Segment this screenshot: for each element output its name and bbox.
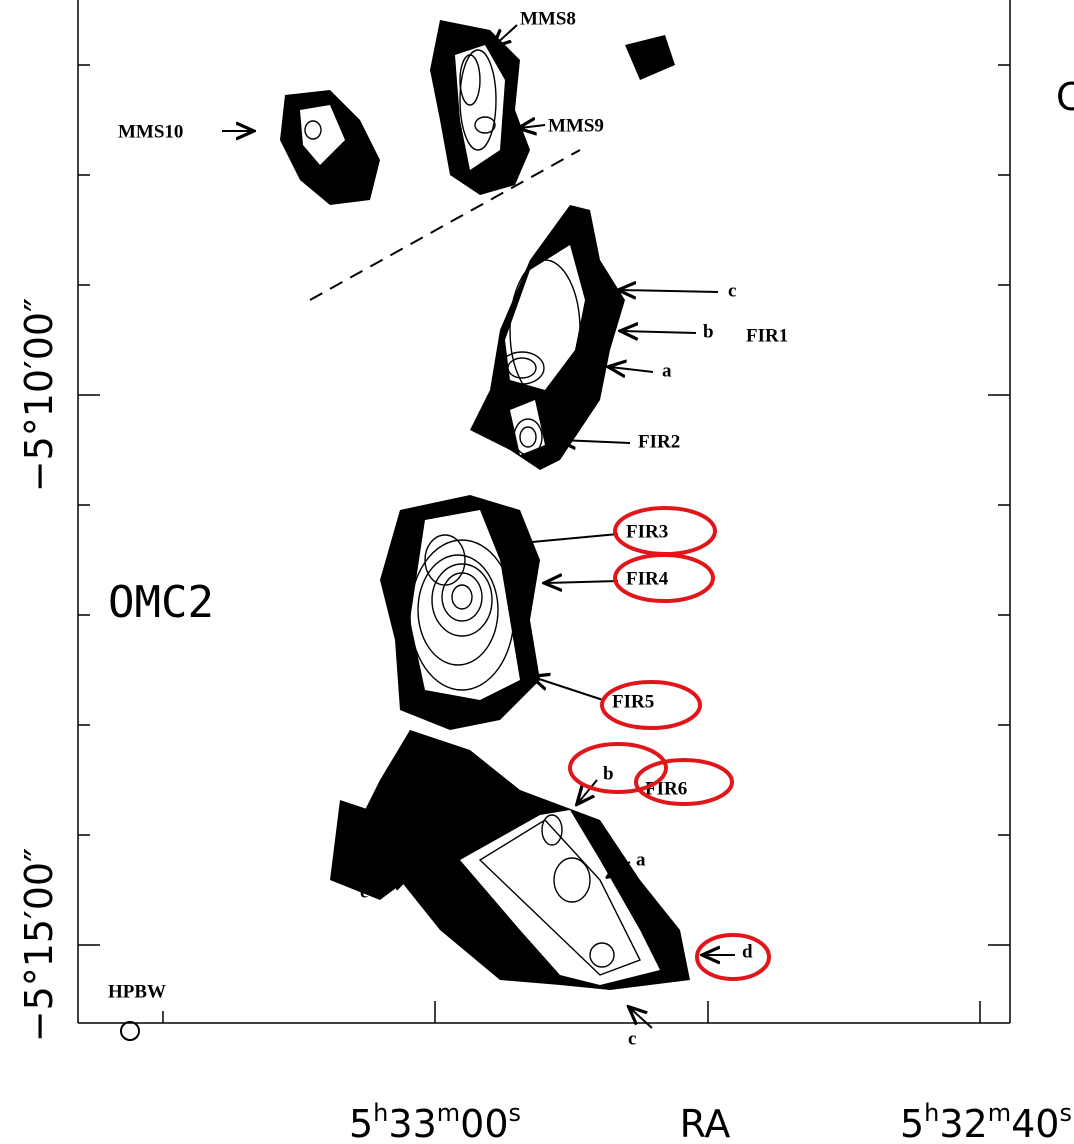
label: a [636,849,646,870]
label: c [628,1028,636,1049]
highlights [568,506,771,981]
label: FIR2 [638,431,680,452]
label: FIR1 [746,325,788,346]
region-label: OMC2 [108,577,214,628]
x-tick-part: s [1059,1099,1072,1127]
x-tick-part: 5 [900,1102,924,1144]
x-tick-label: 5h32m40s [900,1099,1072,1144]
label: MMS10 [118,121,183,142]
x-tick-part: h [373,1099,388,1127]
label: FIR4 [626,568,669,589]
label: FIR5 [612,691,654,712]
y-tick-label: −5°10′00″ [17,298,61,493]
x-tick-part: 40 [1011,1102,1059,1144]
label: b [703,321,714,342]
x-tick-part: h [924,1099,939,1127]
y-tick-label: −5°15′00″ [17,848,61,1043]
x-tick-part: m [988,1099,1011,1127]
x-tick-part: s [509,1099,522,1127]
x-tick-part: 33 [388,1102,436,1144]
side-text: C [1056,75,1074,119]
x-axis-title: RA [680,1102,731,1144]
label: a [662,360,672,381]
emission-map [120,20,690,1041]
label: e [360,881,368,902]
x-tick-part: m [437,1099,460,1127]
label: d [742,941,753,962]
x-tick-part: 32 [939,1102,987,1144]
arrows [222,24,735,1029]
labels: MMS8 MMS9 MMS10 c b FIR1 a FIR2 FIR3 FIR… [108,8,1074,1049]
axes: −5°10′00″ −5°15′00″ RA 5h33m00s 5h32m40s [17,298,1072,1144]
label: MMS9 [548,115,604,136]
label: b [603,763,614,784]
x-tick-label: 5h33m00s [349,1099,521,1144]
label: MMS8 [520,8,576,29]
label: FIR3 [626,521,668,542]
label: c [728,280,736,301]
frame [77,0,1011,1024]
label: HPBW [108,981,166,1002]
x-tick-part: 5 [349,1102,373,1144]
x-tick-part: 00 [460,1102,508,1144]
